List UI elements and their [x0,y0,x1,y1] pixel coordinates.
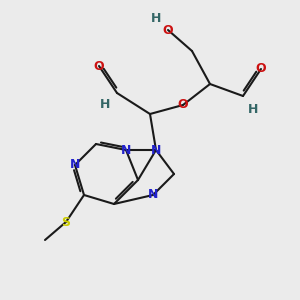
Text: H: H [100,98,110,112]
Text: O: O [94,59,104,73]
Text: N: N [151,143,161,157]
Text: N: N [148,188,158,202]
Text: N: N [121,143,131,157]
Text: S: S [61,215,70,229]
Text: H: H [151,11,161,25]
Text: H: H [248,103,259,116]
Text: O: O [178,98,188,112]
Text: O: O [163,23,173,37]
Text: O: O [256,62,266,76]
Text: N: N [70,158,80,172]
